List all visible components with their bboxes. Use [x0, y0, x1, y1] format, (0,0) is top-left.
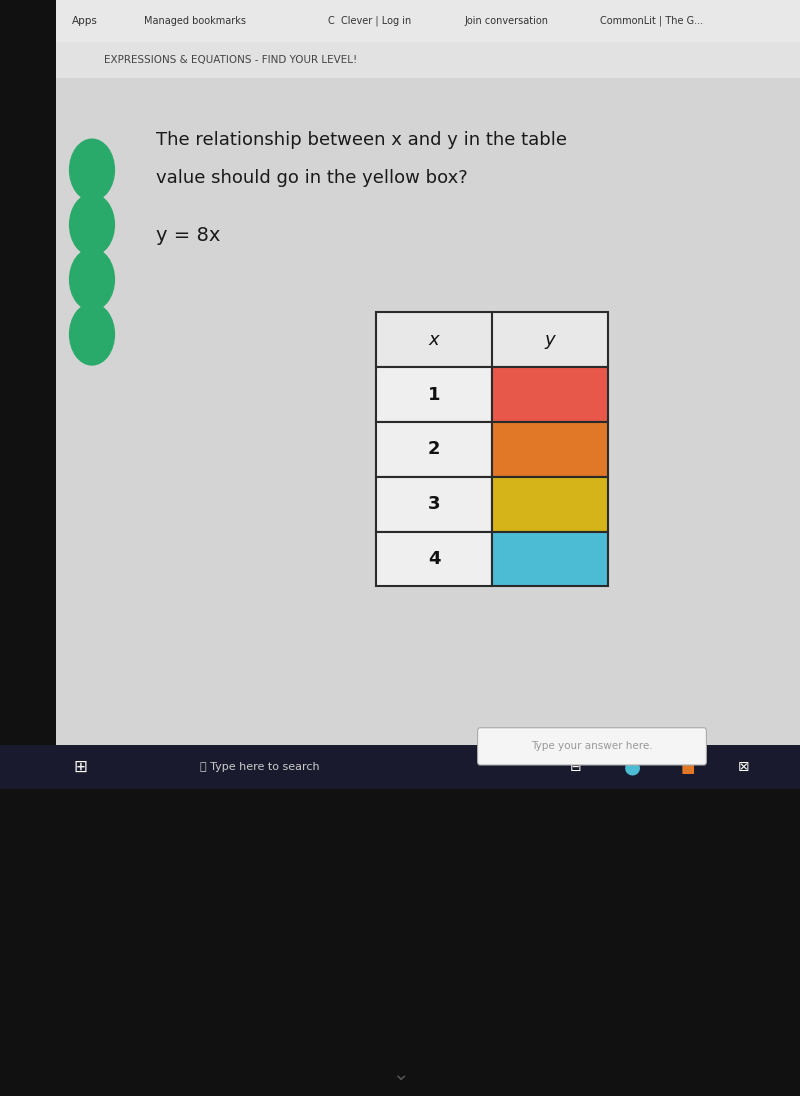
Text: Join conversation: Join conversation — [464, 15, 548, 26]
Bar — [376, 532, 492, 586]
Bar — [492, 477, 608, 532]
Text: 🔍 Type here to search: 🔍 Type here to search — [200, 762, 320, 773]
Bar — [0, 745, 800, 789]
Bar — [376, 312, 608, 367]
Text: The relationship between x and y in the table: The relationship between x and y in the … — [156, 132, 567, 149]
Bar — [0, 0, 800, 789]
Text: Managed bookmarks: Managed bookmarks — [144, 15, 246, 26]
Circle shape — [70, 249, 114, 310]
Text: ⊠: ⊠ — [738, 761, 750, 774]
Text: CommonLit | The G...: CommonLit | The G... — [600, 15, 703, 26]
Bar — [56, 78, 800, 789]
Bar — [56, 0, 800, 42]
Bar — [376, 367, 492, 422]
Text: x: x — [429, 331, 439, 349]
Circle shape — [70, 139, 114, 201]
Text: 3: 3 — [428, 495, 440, 513]
Text: y = 8x: y = 8x — [156, 226, 220, 246]
Text: Type your answer here.: Type your answer here. — [531, 741, 653, 752]
Bar — [56, 42, 800, 78]
Circle shape — [70, 304, 114, 365]
Text: ⊞: ⊞ — [73, 758, 87, 776]
Bar — [0, 0, 56, 789]
Bar — [492, 367, 608, 422]
Text: value should go in the yellow box?: value should go in the yellow box? — [156, 169, 468, 186]
Bar — [492, 422, 608, 477]
Text: EXPRESSIONS & EQUATIONS - FIND YOUR LEVEL!: EXPRESSIONS & EQUATIONS - FIND YOUR LEVE… — [104, 55, 358, 65]
Text: y: y — [545, 331, 555, 349]
Text: ■: ■ — [681, 760, 695, 775]
Text: 4: 4 — [428, 550, 440, 568]
Bar — [492, 532, 608, 586]
Text: 1: 1 — [428, 386, 440, 403]
Circle shape — [70, 194, 114, 255]
Text: ●: ● — [623, 757, 641, 777]
Bar — [376, 422, 492, 477]
Bar — [0, 789, 800, 1096]
Text: ⊟: ⊟ — [570, 761, 582, 774]
Text: 2: 2 — [428, 441, 440, 458]
Text: C  Clever | Log in: C Clever | Log in — [328, 15, 411, 26]
Text: ⌄: ⌄ — [392, 1064, 408, 1084]
Text: Apps: Apps — [72, 15, 98, 26]
Bar — [376, 477, 492, 532]
FancyBboxPatch shape — [478, 728, 706, 765]
